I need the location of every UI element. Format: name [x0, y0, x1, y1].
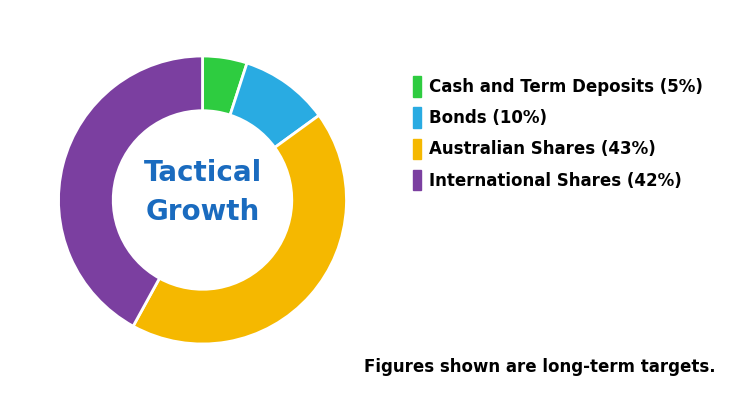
Text: Figures shown are long-term targets.: Figures shown are long-term targets.	[364, 358, 716, 376]
Legend: Cash and Term Deposits (5%), Bonds (10%), Australian Shares (43%), International: Cash and Term Deposits (5%), Bonds (10%)…	[413, 76, 703, 190]
Wedge shape	[202, 56, 247, 115]
Wedge shape	[230, 63, 319, 148]
Text: Tactical
Growth: Tactical Growth	[143, 159, 262, 226]
Wedge shape	[134, 115, 346, 344]
Wedge shape	[58, 56, 202, 326]
